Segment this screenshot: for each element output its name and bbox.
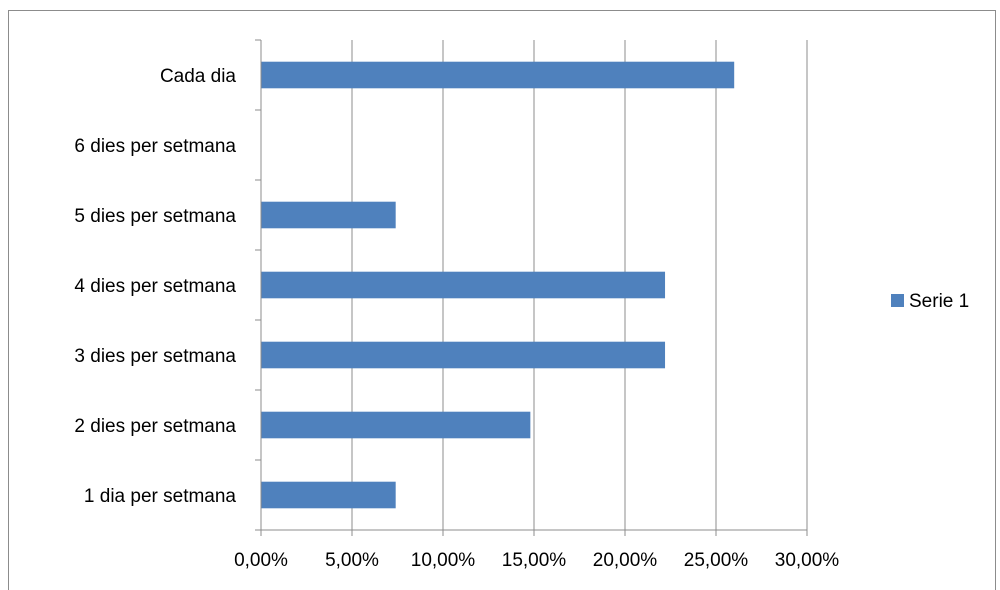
x-tick-label: 20,00% — [593, 550, 658, 571]
category-label: 5 dies per setmana — [74, 206, 236, 227]
bar — [261, 481, 396, 509]
chart-area — [8, 10, 996, 590]
x-tick-label: 10,00% — [411, 550, 476, 571]
bar — [261, 271, 666, 299]
legend: Serie 1 — [891, 291, 969, 312]
category-label: 1 dia per setmana — [84, 486, 237, 507]
category-label: Cada dia — [160, 66, 236, 87]
category-label: 4 dies per setmana — [74, 276, 236, 297]
bars — [261, 61, 735, 509]
bar — [261, 411, 531, 439]
axes — [260, 40, 807, 531]
x-tick-label: 15,00% — [502, 550, 567, 571]
x-tick-label: 25,00% — [684, 550, 749, 571]
bar — [261, 61, 735, 89]
x-tick-label: 0,00% — [234, 550, 288, 571]
category-label: 2 dies per setmana — [74, 416, 236, 437]
legend-label: Serie 1 — [909, 291, 969, 312]
x-tick-labels: 0,00% 5,00% 10,00% 15,00% 20,00% 25,00% 30,00% — [234, 550, 839, 571]
bar — [261, 341, 666, 369]
legend-swatch — [891, 294, 904, 307]
bar — [261, 201, 396, 229]
x-tick-label: 5,00% — [325, 550, 379, 571]
category-labels: 1 dia per setmana 2 dies per setmana 3 die… — [74, 66, 236, 507]
category-label: 3 dies per setmana — [74, 346, 236, 367]
category-label: 6 dies per setmana — [74, 136, 236, 157]
x-tick-label: 30,00% — [775, 550, 840, 571]
